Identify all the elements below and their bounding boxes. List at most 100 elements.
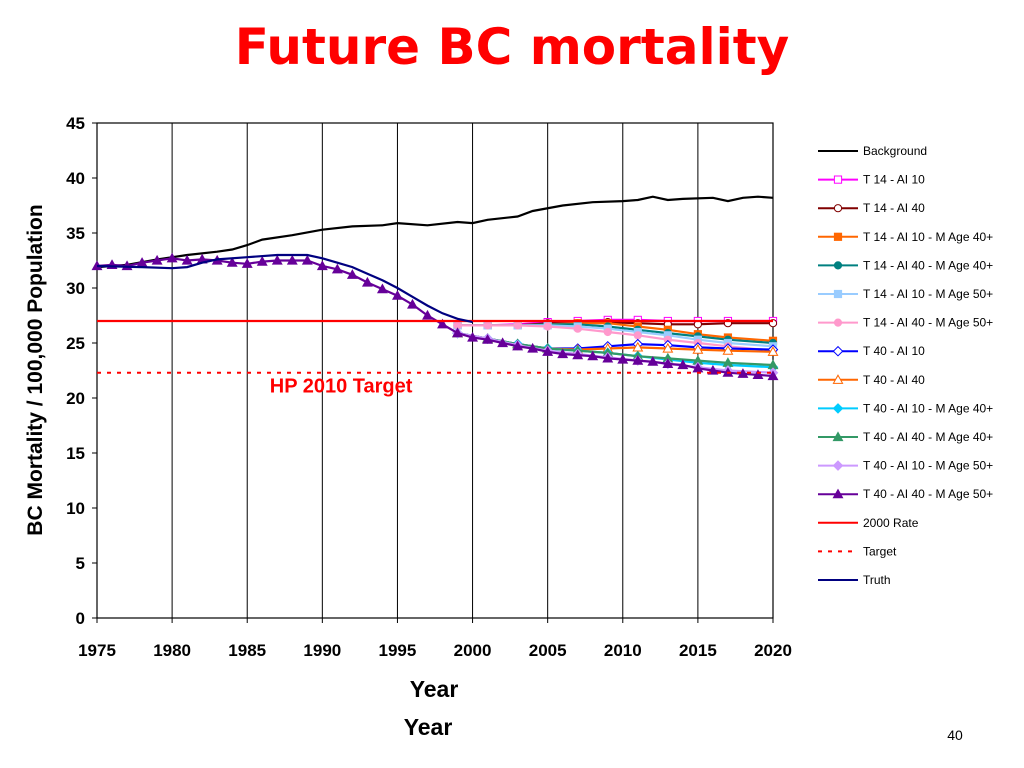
data-point	[512, 340, 524, 351]
data-point	[513, 321, 522, 330]
data-point	[722, 345, 734, 355]
series-background	[96, 195, 774, 269]
data-point	[557, 348, 569, 359]
page-number: 40	[947, 727, 963, 743]
data-point	[832, 374, 844, 384]
data-point	[151, 254, 163, 265]
legend-label: T 14 - AI 40	[863, 201, 925, 215]
legend-label: Truth	[863, 573, 891, 587]
legend-label: Target	[863, 544, 897, 558]
series-truth	[96, 253, 473, 324]
data-point	[316, 260, 328, 271]
data-point	[587, 350, 599, 361]
data-point	[572, 349, 584, 360]
y-tick-label: 45	[66, 114, 85, 133]
data-point	[833, 232, 843, 241]
data-point	[832, 460, 844, 471]
data-point	[833, 318, 843, 327]
x-axis-label: Year	[409, 676, 459, 702]
plot-area	[96, 122, 774, 619]
data-point	[422, 309, 433, 320]
data-point	[573, 324, 582, 333]
data-point	[271, 254, 283, 265]
data-point	[767, 346, 779, 356]
x-tick-label: 2010	[604, 641, 642, 660]
data-point	[833, 175, 843, 184]
data-point	[692, 343, 704, 354]
data-point	[482, 334, 494, 344]
data-point	[391, 290, 403, 300]
legend-label: T 14 - AI 10	[863, 173, 925, 187]
data-point	[346, 269, 358, 279]
data-point	[767, 370, 779, 381]
data-point	[752, 369, 764, 379]
data-point	[603, 327, 612, 337]
legend-item: T 14 - AI 10 - M Age 50+	[818, 287, 993, 301]
data-point	[361, 276, 373, 287]
data-point	[617, 353, 629, 364]
data-point	[256, 255, 268, 266]
legend-label: T 14 - AI 40 - M Age 40+	[863, 258, 993, 272]
x-tick-label: 2005	[529, 641, 567, 660]
legend-label: T 14 - AI 10 - M Age 40+	[863, 230, 993, 244]
data-point	[376, 283, 388, 294]
legend-item: T 14 - AI 10	[818, 173, 925, 187]
x-tick-label: 1980	[153, 641, 191, 660]
y-tick-label: 10	[66, 499, 85, 518]
data-point	[542, 346, 554, 356]
x-tick-label: 2000	[454, 641, 492, 660]
y-tick-label: 35	[66, 224, 85, 243]
data-point	[301, 254, 313, 265]
legend-item: 2000 Rate	[818, 516, 919, 530]
data-point	[467, 331, 479, 342]
data-point	[226, 257, 238, 267]
legend-label: T 40 - AI 40	[863, 373, 925, 387]
legend-label: T 40 - AI 10	[863, 344, 925, 358]
data-point	[677, 359, 689, 370]
data-point	[633, 331, 642, 340]
data-point	[181, 254, 193, 265]
data-point	[833, 204, 843, 213]
y-tick-label: 40	[66, 169, 85, 188]
annotation-hp-2010-target: HP 2010 Target	[270, 376, 413, 398]
x-tick-label: 1995	[379, 641, 417, 660]
series-line	[96, 253, 473, 324]
legend-item: T 40 - AI 10 - M Age 50+	[818, 459, 993, 473]
legend-item: T 40 - AI 10	[818, 344, 925, 358]
data-point	[662, 358, 674, 368]
legend-item: T 14 - AI 40 - M Age 40+	[818, 258, 993, 272]
x-tick-label: 1990	[303, 641, 341, 660]
legend-label: 2000 Rate	[863, 516, 919, 530]
legend-label: T 40 - AI 40 - M Age 50+	[863, 487, 993, 501]
data-point	[602, 352, 614, 363]
data-point	[241, 258, 253, 268]
legend-label: T 14 - AI 40 - M Age 50+	[863, 316, 993, 330]
legend-item: Background	[818, 144, 927, 158]
y-tick-label: 5	[76, 554, 85, 573]
data-point	[832, 488, 844, 499]
legend-item: T 14 - AI 40	[818, 201, 925, 215]
x-tick-label: 1975	[78, 641, 116, 660]
x-tick-label: 2015	[679, 641, 717, 660]
y-tick-label: 20	[66, 389, 85, 408]
data-point	[286, 254, 298, 265]
legend-item: T 40 - AI 10 - M Age 40+	[818, 401, 993, 415]
legend-item: T 40 - AI 40 - M Age 40+	[818, 430, 993, 444]
data-point	[331, 263, 343, 274]
data-point	[407, 298, 418, 309]
data-point	[647, 356, 659, 366]
legend-item: Truth	[818, 573, 891, 587]
y-tick-label: 0	[76, 609, 85, 628]
data-point	[832, 403, 844, 414]
slide-title: Future BC mortality	[234, 18, 790, 76]
legend-item: T 40 - AI 40	[818, 373, 925, 387]
data-point	[527, 342, 539, 353]
y-tick-label: 30	[66, 279, 85, 298]
data-point	[483, 321, 492, 330]
data-point	[832, 345, 844, 357]
y-tick-label: 15	[66, 444, 85, 463]
legend-item: Target	[818, 544, 897, 558]
data-point	[452, 327, 463, 338]
legend-item: T 14 - AI 10 - M Age 40+	[818, 230, 993, 244]
